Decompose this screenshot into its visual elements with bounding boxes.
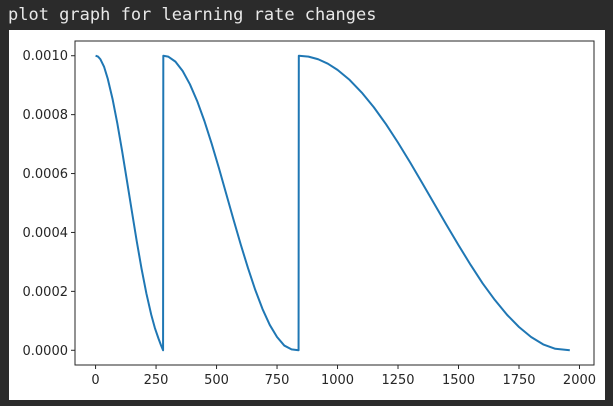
y-tick-label: 0.0008: [23, 108, 69, 123]
x-tick-label: 1500: [442, 373, 475, 388]
learning-rate-chart: 0 250 500 750 1000 1250 1500 1750 2000 0.0000 0.00…: [23, 40, 596, 388]
x-tick-label: 1000: [321, 373, 354, 388]
y-tick-label: 0.0004: [23, 226, 69, 241]
output-text: plot graph for learning rate changes: [8, 5, 377, 25]
plot-frame: [74, 40, 595, 366]
series-line-0: [95, 54, 570, 352]
x-tick-label: 500: [204, 373, 229, 388]
x-tick-label: 1750: [502, 373, 535, 388]
x-tick-label: 2000: [563, 373, 596, 388]
y-tick-label: 0.0002: [23, 285, 69, 300]
x-tick-label: 1250: [381, 373, 414, 388]
x-tick-label: 250: [144, 373, 169, 388]
x-tick-label: 750: [265, 373, 290, 388]
y-tick-label: 0.0010: [23, 49, 69, 64]
axes-group: 0 250 500 750 1000 1250 1500 1750 2000 0.0000 0.00…: [23, 40, 596, 388]
x-tick-label: 0: [91, 373, 99, 388]
y-tick-label: 0.0000: [23, 344, 69, 359]
y-tick-label: 0.0006: [23, 167, 69, 182]
chart-figure: 0 250 500 750 1000 1250 1500 1750 2000 0.0000 0.00…: [9, 30, 605, 400]
